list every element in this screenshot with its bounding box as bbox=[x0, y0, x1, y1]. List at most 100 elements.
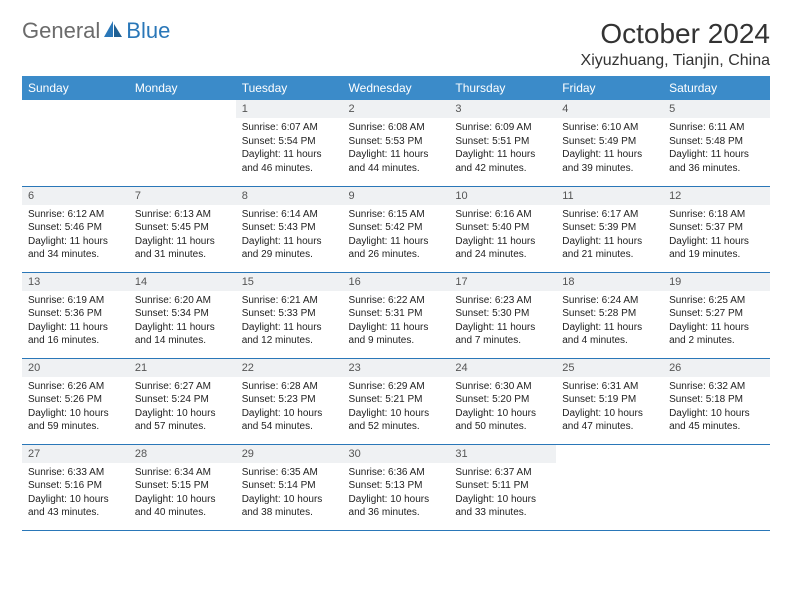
calendar-day-cell: 20Sunrise: 6:26 AM Sunset: 5:26 PM Dayli… bbox=[22, 358, 129, 444]
calendar-day-cell: 28Sunrise: 6:34 AM Sunset: 5:15 PM Dayli… bbox=[129, 444, 236, 530]
day-number: 3 bbox=[449, 100, 556, 118]
day-number: 24 bbox=[449, 359, 556, 377]
day-number: 31 bbox=[449, 445, 556, 463]
day-number: 7 bbox=[129, 187, 236, 205]
day-details: Sunrise: 6:17 AM Sunset: 5:39 PM Dayligh… bbox=[556, 205, 663, 266]
day-number: 22 bbox=[236, 359, 343, 377]
calendar-day-cell: 14Sunrise: 6:20 AM Sunset: 5:34 PM Dayli… bbox=[129, 272, 236, 358]
day-details: Sunrise: 6:26 AM Sunset: 5:26 PM Dayligh… bbox=[22, 377, 129, 438]
calendar-day-cell: 7Sunrise: 6:13 AM Sunset: 5:45 PM Daylig… bbox=[129, 186, 236, 272]
calendar-day-cell: 16Sunrise: 6:22 AM Sunset: 5:31 PM Dayli… bbox=[343, 272, 450, 358]
calendar-day-cell: 5Sunrise: 6:11 AM Sunset: 5:48 PM Daylig… bbox=[663, 100, 770, 186]
header: General Blue October 2024 Xiyuzhuang, Ti… bbox=[22, 18, 770, 70]
calendar-day-cell: 3Sunrise: 6:09 AM Sunset: 5:51 PM Daylig… bbox=[449, 100, 556, 186]
weekday-header: Sunday bbox=[22, 76, 129, 100]
calendar-day-cell: 8Sunrise: 6:14 AM Sunset: 5:43 PM Daylig… bbox=[236, 186, 343, 272]
calendar-day-cell: 10Sunrise: 6:16 AM Sunset: 5:40 PM Dayli… bbox=[449, 186, 556, 272]
calendar-day-cell: 27Sunrise: 6:33 AM Sunset: 5:16 PM Dayli… bbox=[22, 444, 129, 530]
day-details: Sunrise: 6:33 AM Sunset: 5:16 PM Dayligh… bbox=[22, 463, 129, 524]
day-number: 12 bbox=[663, 187, 770, 205]
calendar-day-cell: 31Sunrise: 6:37 AM Sunset: 5:11 PM Dayli… bbox=[449, 444, 556, 530]
day-details: Sunrise: 6:14 AM Sunset: 5:43 PM Dayligh… bbox=[236, 205, 343, 266]
day-number: 1 bbox=[236, 100, 343, 118]
day-details: Sunrise: 6:16 AM Sunset: 5:40 PM Dayligh… bbox=[449, 205, 556, 266]
calendar-day-cell: 25Sunrise: 6:31 AM Sunset: 5:19 PM Dayli… bbox=[556, 358, 663, 444]
day-details: Sunrise: 6:30 AM Sunset: 5:20 PM Dayligh… bbox=[449, 377, 556, 438]
calendar-table: SundayMondayTuesdayWednesdayThursdayFrid… bbox=[22, 76, 770, 531]
day-number: 18 bbox=[556, 273, 663, 291]
weekday-header: Monday bbox=[129, 76, 236, 100]
day-details: Sunrise: 6:13 AM Sunset: 5:45 PM Dayligh… bbox=[129, 205, 236, 266]
day-details: Sunrise: 6:25 AM Sunset: 5:27 PM Dayligh… bbox=[663, 291, 770, 352]
title-block: October 2024 Xiyuzhuang, Tianjin, China bbox=[581, 18, 770, 70]
day-details: Sunrise: 6:12 AM Sunset: 5:46 PM Dayligh… bbox=[22, 205, 129, 266]
calendar-day-cell: 13Sunrise: 6:19 AM Sunset: 5:36 PM Dayli… bbox=[22, 272, 129, 358]
calendar-day-cell: 18Sunrise: 6:24 AM Sunset: 5:28 PM Dayli… bbox=[556, 272, 663, 358]
calendar-day-cell: 26Sunrise: 6:32 AM Sunset: 5:18 PM Dayli… bbox=[663, 358, 770, 444]
day-details: Sunrise: 6:36 AM Sunset: 5:13 PM Dayligh… bbox=[343, 463, 450, 524]
page-title: October 2024 bbox=[581, 18, 770, 50]
day-number: 15 bbox=[236, 273, 343, 291]
calendar-day-cell: 4Sunrise: 6:10 AM Sunset: 5:49 PM Daylig… bbox=[556, 100, 663, 186]
day-details: Sunrise: 6:24 AM Sunset: 5:28 PM Dayligh… bbox=[556, 291, 663, 352]
day-number: 21 bbox=[129, 359, 236, 377]
day-details: Sunrise: 6:29 AM Sunset: 5:21 PM Dayligh… bbox=[343, 377, 450, 438]
weekday-header: Saturday bbox=[663, 76, 770, 100]
day-details: Sunrise: 6:32 AM Sunset: 5:18 PM Dayligh… bbox=[663, 377, 770, 438]
day-details: Sunrise: 6:07 AM Sunset: 5:54 PM Dayligh… bbox=[236, 118, 343, 179]
calendar-week-row: 20Sunrise: 6:26 AM Sunset: 5:26 PM Dayli… bbox=[22, 358, 770, 444]
calendar-week-row: 13Sunrise: 6:19 AM Sunset: 5:36 PM Dayli… bbox=[22, 272, 770, 358]
day-number: 25 bbox=[556, 359, 663, 377]
calendar-day-cell: 22Sunrise: 6:28 AM Sunset: 5:23 PM Dayli… bbox=[236, 358, 343, 444]
calendar-day-cell: 6Sunrise: 6:12 AM Sunset: 5:46 PM Daylig… bbox=[22, 186, 129, 272]
weekday-header: Thursday bbox=[449, 76, 556, 100]
calendar-day-cell: .. bbox=[556, 444, 663, 530]
brand-logo: General Blue bbox=[22, 18, 170, 44]
calendar-body: ....1Sunrise: 6:07 AM Sunset: 5:54 PM Da… bbox=[22, 100, 770, 530]
day-number: 19 bbox=[663, 273, 770, 291]
day-number: 28 bbox=[129, 445, 236, 463]
sail-icon bbox=[102, 19, 124, 44]
calendar-week-row: 27Sunrise: 6:33 AM Sunset: 5:16 PM Dayli… bbox=[22, 444, 770, 530]
day-details: Sunrise: 6:21 AM Sunset: 5:33 PM Dayligh… bbox=[236, 291, 343, 352]
calendar-day-cell: 30Sunrise: 6:36 AM Sunset: 5:13 PM Dayli… bbox=[343, 444, 450, 530]
calendar-day-cell: .. bbox=[129, 100, 236, 186]
location-label: Xiyuzhuang, Tianjin, China bbox=[581, 52, 770, 70]
calendar-day-cell: 17Sunrise: 6:23 AM Sunset: 5:30 PM Dayli… bbox=[449, 272, 556, 358]
day-number: 8 bbox=[236, 187, 343, 205]
day-number: 13 bbox=[22, 273, 129, 291]
day-details: Sunrise: 6:19 AM Sunset: 5:36 PM Dayligh… bbox=[22, 291, 129, 352]
calendar-day-cell: 29Sunrise: 6:35 AM Sunset: 5:14 PM Dayli… bbox=[236, 444, 343, 530]
day-number: 20 bbox=[22, 359, 129, 377]
day-details: Sunrise: 6:37 AM Sunset: 5:11 PM Dayligh… bbox=[449, 463, 556, 524]
calendar-day-cell: 21Sunrise: 6:27 AM Sunset: 5:24 PM Dayli… bbox=[129, 358, 236, 444]
calendar-day-cell: 11Sunrise: 6:17 AM Sunset: 5:39 PM Dayli… bbox=[556, 186, 663, 272]
day-number: 9 bbox=[343, 187, 450, 205]
day-number: 23 bbox=[343, 359, 450, 377]
day-details: Sunrise: 6:20 AM Sunset: 5:34 PM Dayligh… bbox=[129, 291, 236, 352]
brand-general: General bbox=[22, 18, 100, 44]
weekday-header: Wednesday bbox=[343, 76, 450, 100]
day-details: Sunrise: 6:18 AM Sunset: 5:37 PM Dayligh… bbox=[663, 205, 770, 266]
day-details: Sunrise: 6:15 AM Sunset: 5:42 PM Dayligh… bbox=[343, 205, 450, 266]
calendar-day-cell: 12Sunrise: 6:18 AM Sunset: 5:37 PM Dayli… bbox=[663, 186, 770, 272]
day-details: Sunrise: 6:22 AM Sunset: 5:31 PM Dayligh… bbox=[343, 291, 450, 352]
weekday-header: Friday bbox=[556, 76, 663, 100]
day-details: Sunrise: 6:11 AM Sunset: 5:48 PM Dayligh… bbox=[663, 118, 770, 179]
day-details: Sunrise: 6:28 AM Sunset: 5:23 PM Dayligh… bbox=[236, 377, 343, 438]
calendar-day-cell: 19Sunrise: 6:25 AM Sunset: 5:27 PM Dayli… bbox=[663, 272, 770, 358]
day-details: Sunrise: 6:31 AM Sunset: 5:19 PM Dayligh… bbox=[556, 377, 663, 438]
day-details: Sunrise: 6:34 AM Sunset: 5:15 PM Dayligh… bbox=[129, 463, 236, 524]
day-number: 6 bbox=[22, 187, 129, 205]
day-number: 10 bbox=[449, 187, 556, 205]
calendar-week-row: 6Sunrise: 6:12 AM Sunset: 5:46 PM Daylig… bbox=[22, 186, 770, 272]
calendar-day-cell: 15Sunrise: 6:21 AM Sunset: 5:33 PM Dayli… bbox=[236, 272, 343, 358]
calendar-day-cell: 2Sunrise: 6:08 AM Sunset: 5:53 PM Daylig… bbox=[343, 100, 450, 186]
day-details: Sunrise: 6:10 AM Sunset: 5:49 PM Dayligh… bbox=[556, 118, 663, 179]
calendar-day-cell: .. bbox=[663, 444, 770, 530]
day-details: Sunrise: 6:23 AM Sunset: 5:30 PM Dayligh… bbox=[449, 291, 556, 352]
day-number: 11 bbox=[556, 187, 663, 205]
day-number: 14 bbox=[129, 273, 236, 291]
calendar-week-row: ....1Sunrise: 6:07 AM Sunset: 5:54 PM Da… bbox=[22, 100, 770, 186]
day-details: Sunrise: 6:09 AM Sunset: 5:51 PM Dayligh… bbox=[449, 118, 556, 179]
